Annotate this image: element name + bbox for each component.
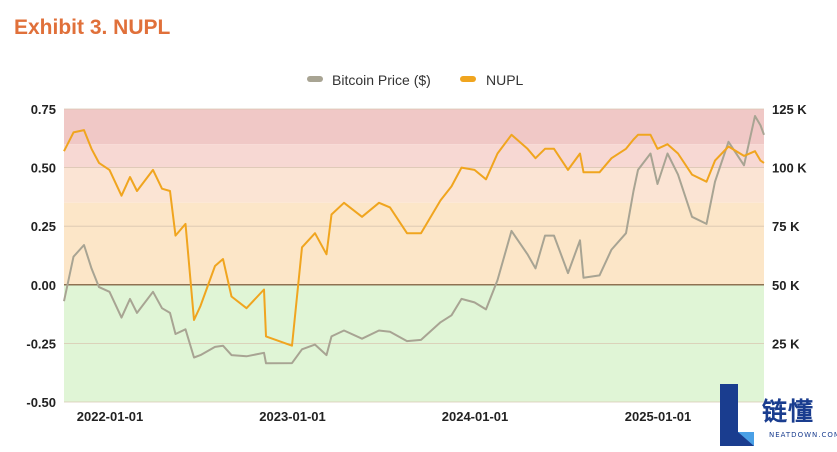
- y-right-tick-label: 50 K: [772, 278, 800, 293]
- legend-swatch-nupl: [460, 76, 476, 82]
- chart-title: Exhibit 3. NUPL: [14, 16, 171, 39]
- legend-label-nupl: NUPL: [486, 72, 524, 88]
- y-left-tick-label: 0.75: [31, 102, 56, 117]
- bitcoin-price-line: [63, 115, 765, 365]
- y-left-tick-label: 0.25: [31, 219, 56, 234]
- logo-text-cn: 链懂: [762, 397, 815, 426]
- y-left-axis: 0.75 0.50 0.25 0.00 -0.25 -0.50: [26, 102, 56, 410]
- series-lines: [63, 115, 765, 365]
- zone-band-3: [64, 202, 764, 285]
- y-right-tick-label: 125 K: [772, 102, 807, 117]
- x-tick-label: 2024-01-01: [442, 409, 509, 424]
- y-right-tick-label: 25 K: [772, 336, 800, 351]
- gridlines: [64, 108, 764, 403]
- zone-band-0: [64, 109, 764, 145]
- x-tick-label: 2022-01-01: [77, 409, 144, 424]
- y-right-tick-label: 100 K: [772, 161, 807, 176]
- x-tick-label: 2025-01-01: [625, 409, 692, 424]
- legend-label-bitcoin-price: Bitcoin Price ($): [332, 72, 431, 88]
- y-left-tick-label: 0.50: [31, 161, 56, 176]
- legend-swatch-bitcoin-price: [307, 76, 323, 82]
- zone-band-1: [64, 144, 764, 168]
- logo-text-en: NEATDOWN.COM: [769, 431, 837, 439]
- y-right-tick-label: 75 K: [772, 219, 800, 234]
- y-left-tick-label: -0.25: [26, 336, 56, 351]
- x-tick-label: 2023-01-01: [259, 409, 326, 424]
- legend: Bitcoin Price ($) NUPL: [307, 72, 524, 88]
- y-right-axis: 125 K 100 K 75 K 50 K 25 K: [772, 102, 807, 351]
- nupl-line: [63, 129, 765, 347]
- y-left-tick-label: -0.50: [26, 395, 56, 410]
- y-left-tick-label: 0.00: [31, 278, 56, 293]
- zone-band-2: [64, 167, 764, 203]
- neatdown-logo: [720, 384, 754, 446]
- nupl-zones: [64, 109, 764, 402]
- x-axis: 2022-01-01 2023-01-01 2024-01-01 2025-01-01: [77, 409, 692, 424]
